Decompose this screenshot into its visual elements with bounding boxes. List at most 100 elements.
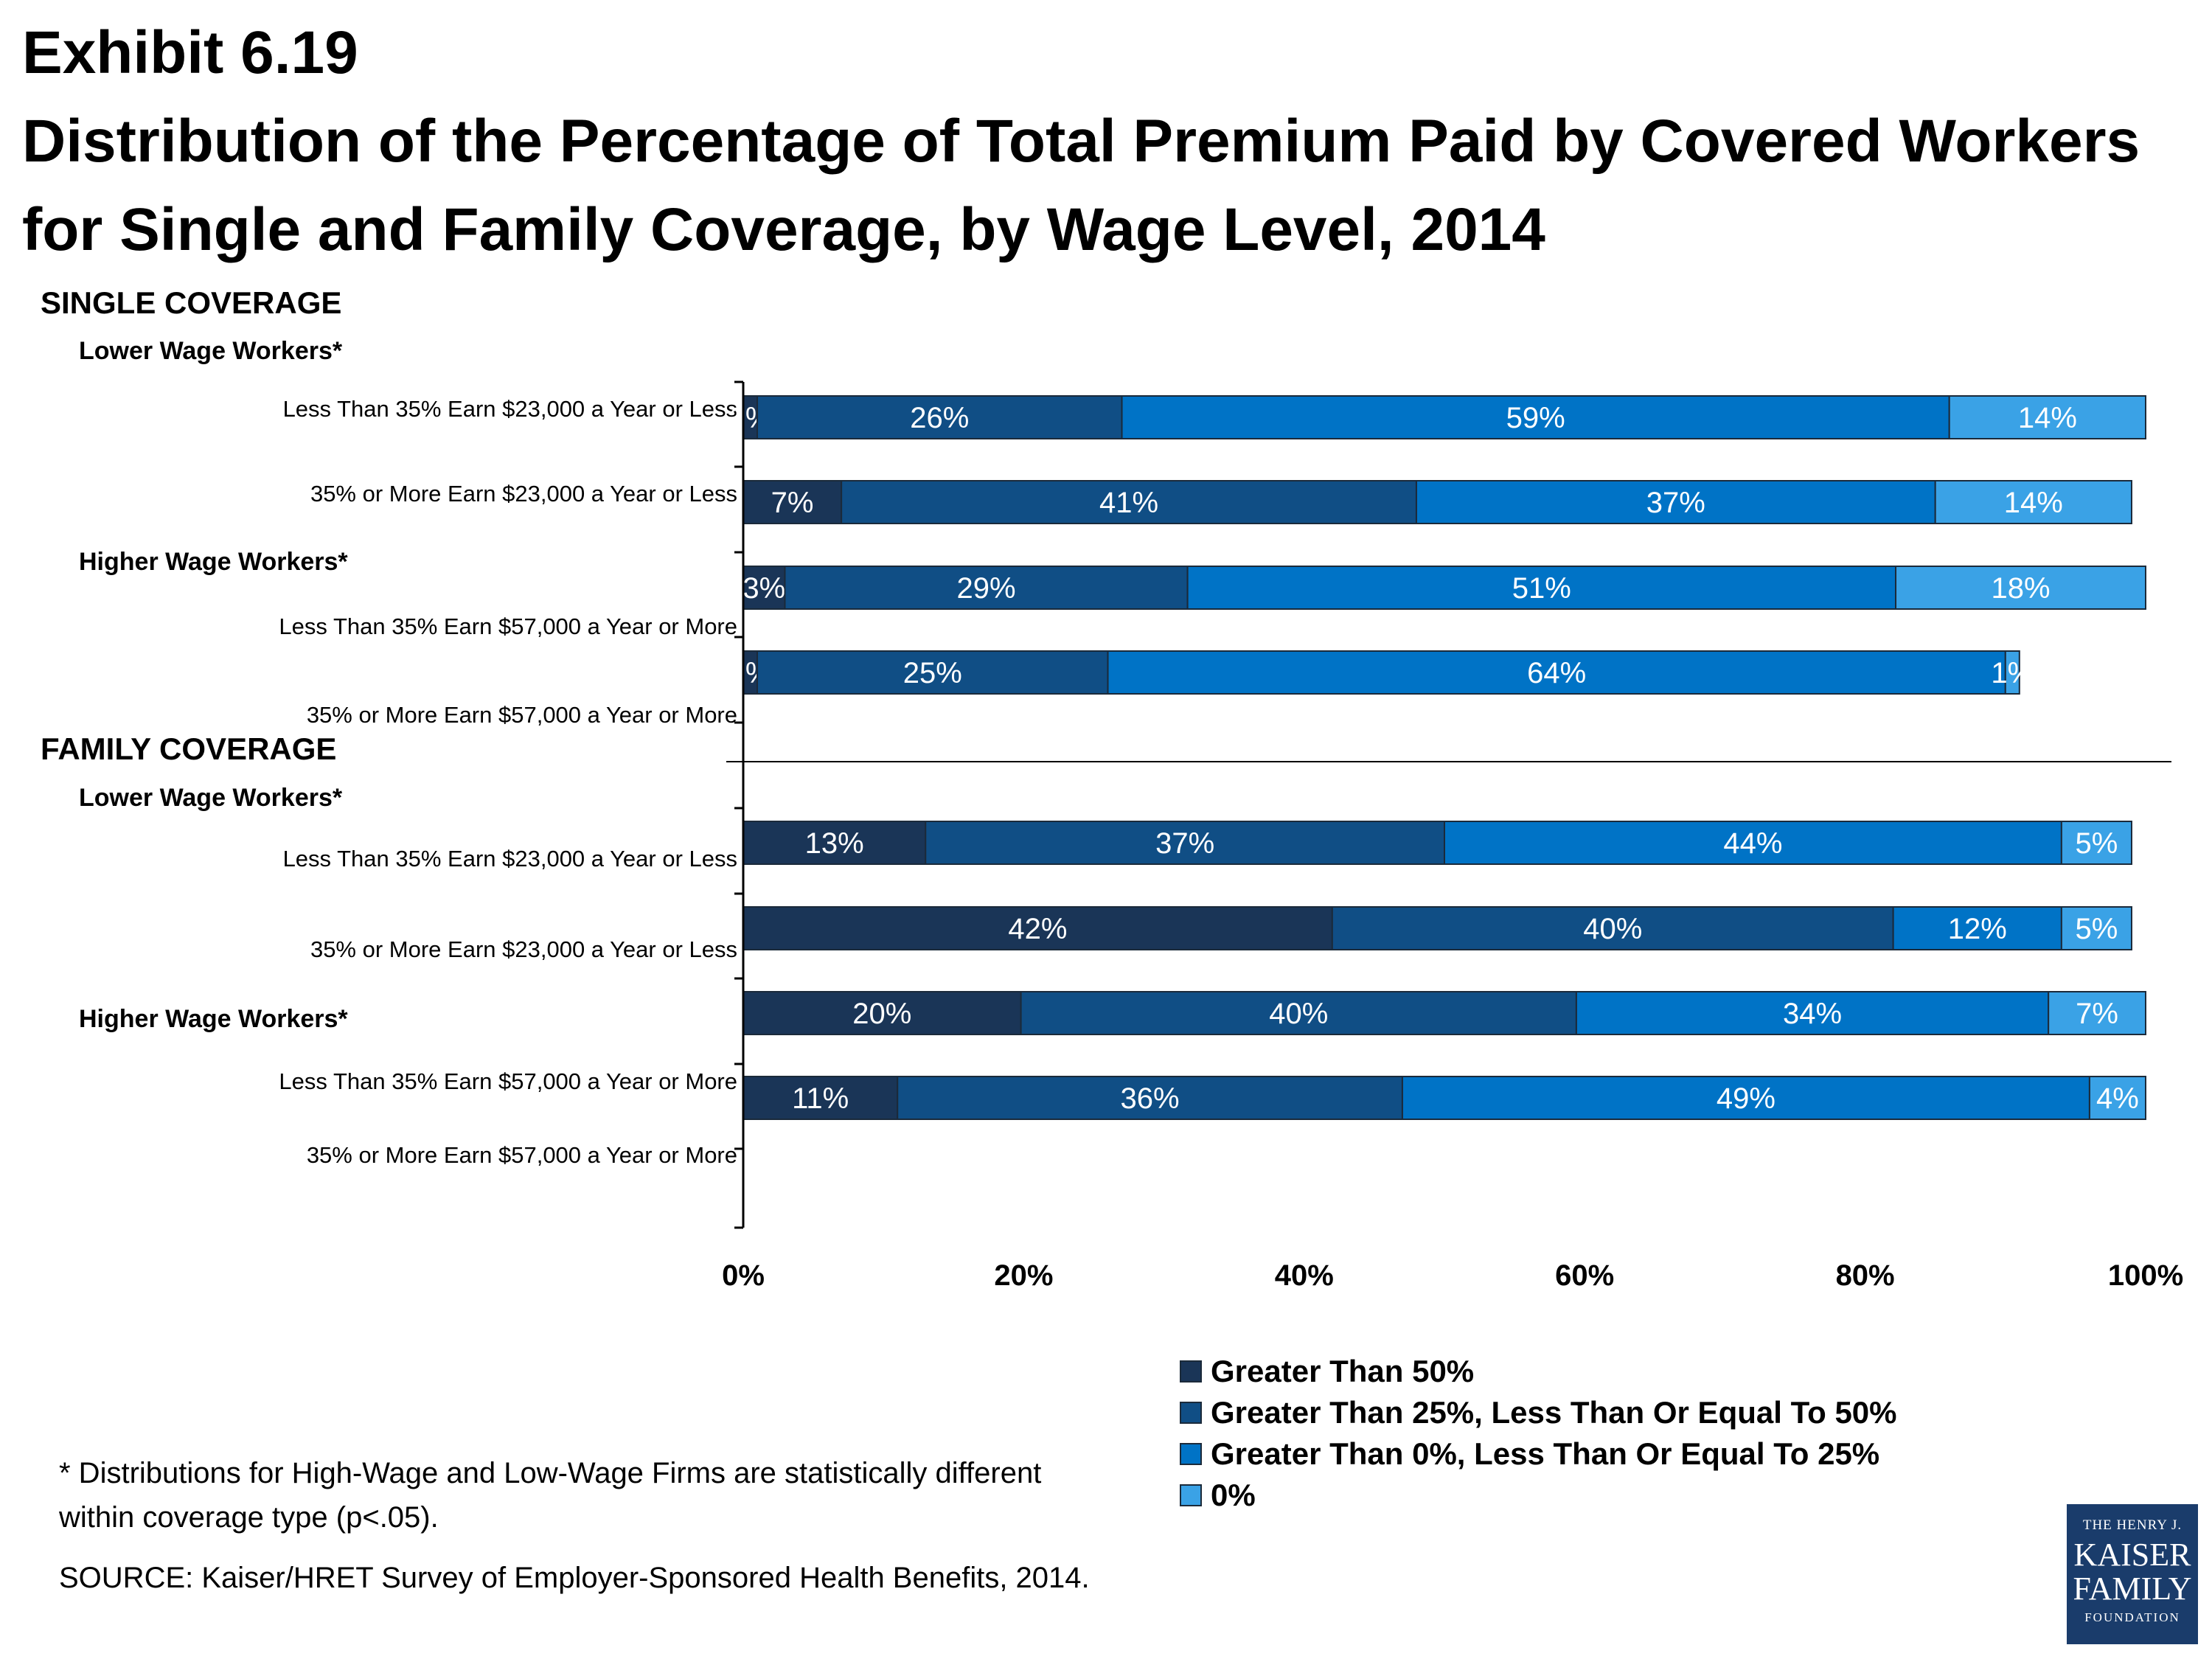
data-label: 29% xyxy=(957,572,1016,605)
data-label: 40% xyxy=(1583,913,1642,945)
row-label: Less Than 35% Earn $23,000 a Year or Les… xyxy=(283,396,737,422)
bar-segment xyxy=(1444,821,2062,865)
legend-label: Greater Than 0%, Less Than Or Equal To 2… xyxy=(1211,1436,1880,1471)
bar-segment xyxy=(784,566,1189,610)
legend-label: 0% xyxy=(1211,1478,1256,1512)
group-label: Higher Wage Workers* xyxy=(79,1005,348,1033)
footnote: * Distributions for High-Wage and Low-Wa… xyxy=(59,1457,1042,1534)
data-label: 44% xyxy=(1723,827,1782,860)
data-label: 51% xyxy=(1512,572,1571,605)
bar-segment xyxy=(925,821,1445,865)
data-label: 13% xyxy=(805,827,864,860)
bar-segment xyxy=(1020,991,1577,1035)
bar-segment xyxy=(2060,821,2132,865)
section-label: SINGLE COVERAGE xyxy=(41,285,341,320)
data-label: 3% xyxy=(742,572,785,605)
bar-segment xyxy=(1331,906,1894,950)
data-label: 20% xyxy=(852,998,911,1030)
data-label: 5% xyxy=(2076,913,2118,945)
bar-segment xyxy=(2048,991,2146,1035)
group-label: Lower Wage Workers* xyxy=(79,337,343,365)
row-label: 35% or More Earn $23,000 a Year or Less xyxy=(310,481,737,507)
data-label: 4% xyxy=(2096,1082,2139,1115)
bar-segment xyxy=(742,566,786,610)
title-block: Exhibit 6.19 Distribution of the Percent… xyxy=(22,16,2160,274)
section-label: FAMILY COVERAGE xyxy=(41,731,336,766)
bar-segment xyxy=(841,480,1417,524)
data-label: 14% xyxy=(2004,487,2063,519)
logo-line-3: FAMILY xyxy=(2073,1571,2192,1607)
logo-line-2: KAISER xyxy=(2073,1537,2191,1573)
data-label: 49% xyxy=(1717,1082,1775,1115)
data-label: 42% xyxy=(1008,913,1067,945)
data-label: 64% xyxy=(1527,657,1586,689)
legend-item: Greater Than 0%, Less Than Or Equal To 2… xyxy=(1180,1433,1897,1475)
data-label: 5% xyxy=(2076,827,2118,860)
group-label: Higher Wage Workers* xyxy=(79,548,348,576)
x-tick-label: 80% xyxy=(1836,1259,1895,1292)
bar-segment xyxy=(2004,650,2020,695)
exhibit-number: Exhibit 6.19 xyxy=(22,19,358,86)
legend-item: 0% xyxy=(1180,1475,1897,1516)
bar-segment xyxy=(1107,650,2006,695)
x-tick-label: 100% xyxy=(2108,1259,2183,1292)
row-label: Less Than 35% Earn $23,000 a Year or Les… xyxy=(283,846,737,872)
data-label: 7% xyxy=(2076,998,2118,1030)
data-label: 26% xyxy=(910,402,969,434)
bar-segment xyxy=(1948,395,2146,439)
legend-label: Greater Than 25%, Less Than Or Equal To … xyxy=(1211,1395,1897,1430)
legend-swatch xyxy=(1180,1443,1202,1465)
bar-segment xyxy=(897,1076,1403,1120)
chart-title: Distribution of the Percentage of Total … xyxy=(22,108,2140,263)
bar-segment xyxy=(1892,906,2062,950)
group-label: Lower Wage Workers* xyxy=(79,784,343,812)
data-label: 41% xyxy=(1099,487,1158,519)
row-label: 35% or More Earn $23,000 a Year or Less xyxy=(310,936,737,962)
bar-segment xyxy=(757,650,1109,695)
bar-segment xyxy=(1934,480,2132,524)
bar-segment xyxy=(742,1076,899,1120)
row-label: 35% or More Earn $57,000 a Year or More xyxy=(307,1142,737,1168)
bar-segment xyxy=(742,480,843,524)
bar-segment xyxy=(2088,1076,2146,1120)
bar-segment xyxy=(742,991,1022,1035)
bar-segment xyxy=(1575,991,2050,1035)
row-label: Less Than 35% Earn $57,000 a Year or Mor… xyxy=(279,1068,737,1094)
logo-line-1: THE HENRY J. xyxy=(2082,1517,2183,1533)
legend-swatch xyxy=(1180,1360,1202,1382)
data-label: 59% xyxy=(1506,402,1565,434)
bar-segment xyxy=(1415,480,1936,524)
data-label: 40% xyxy=(1269,998,1328,1030)
data-label: 18% xyxy=(1991,572,2050,605)
bar-segment xyxy=(2060,906,2132,950)
logo-line-4: FOUNDATION xyxy=(2084,1610,2180,1624)
data-label: 36% xyxy=(1121,1082,1180,1115)
data-label: 37% xyxy=(1646,487,1705,519)
kaiser-family-foundation-logo: THE HENRY J. KAISER FAMILY FOUNDATION xyxy=(2067,1504,2198,1644)
legend: Greater Than 50% Greater Than 25%, Less T… xyxy=(1180,1351,1897,1516)
bar-segment xyxy=(1401,1076,2090,1120)
source-note: SOURCE: Kaiser/HRET Survey of Employer-S… xyxy=(59,1562,1090,1594)
x-tick-label: 60% xyxy=(1555,1259,1614,1292)
row-label: Less Than 35% Earn $57,000 a Year or Mor… xyxy=(279,613,737,639)
legend-swatch xyxy=(1180,1402,1202,1424)
data-label: 12% xyxy=(1948,913,2007,945)
data-label: 1% xyxy=(1991,657,2034,689)
x-tick-label: 0% xyxy=(722,1259,765,1292)
x-tick-label: 40% xyxy=(1275,1259,1334,1292)
legend-swatch xyxy=(1180,1484,1202,1506)
bar-segment xyxy=(1895,566,2147,610)
data-label: 11% xyxy=(792,1082,849,1115)
legend-label: Greater Than 50% xyxy=(1211,1354,1475,1388)
data-label: 14% xyxy=(2018,402,2077,434)
legend-item: Greater Than 25%, Less Than Or Equal To … xyxy=(1180,1392,1897,1433)
bar-segment xyxy=(742,906,1333,950)
bar-segment xyxy=(757,395,1123,439)
x-tick-label: 20% xyxy=(994,1259,1053,1292)
legend-item: Greater Than 50% xyxy=(1180,1351,1897,1392)
data-label: 25% xyxy=(903,657,962,689)
data-label: 37% xyxy=(1155,827,1214,860)
row-label: 35% or More Earn $57,000 a Year or More xyxy=(307,702,737,728)
stacked-bar-chart: SINGLE COVERAGE Lower Wage Workers* Less T… xyxy=(41,285,2183,1292)
data-label: 7% xyxy=(771,487,814,519)
